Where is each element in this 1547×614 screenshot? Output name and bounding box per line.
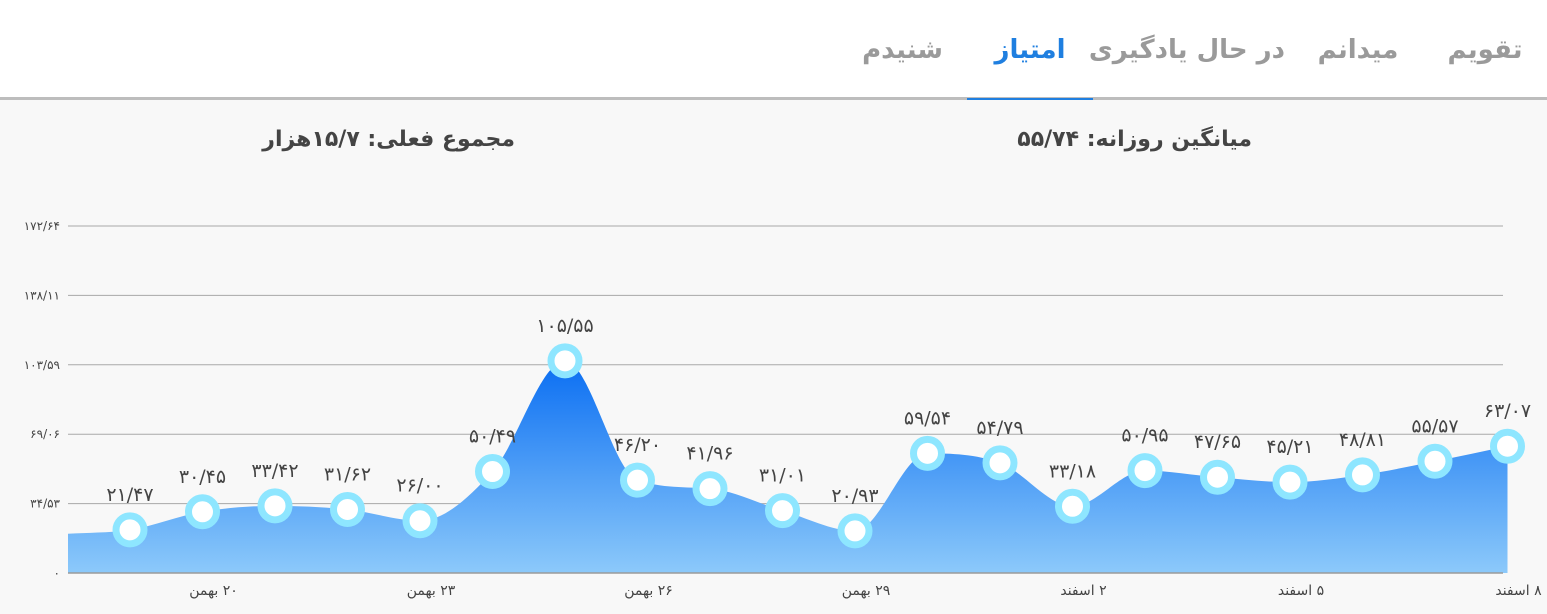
x-tick-label: ۲۹ بهمن: [842, 583, 891, 599]
data-labels: ۲۱/۴۷ ۳۰/۴۵ ۳۳/۴۲ ۳۱/۶۲ ۲۶/۰۰ ۵۰/۴۹ ۱۰۵/۵۵ ۴۶/۲…: [106, 315, 1531, 507]
data-point-marker: [1200, 459, 1235, 495]
data-label: ۳۳/۴۲: [251, 460, 298, 482]
data-point-marker: [620, 462, 655, 498]
current-total: مجموع فعلی: ۱۵/۷هزار: [262, 127, 515, 152]
x-tick-label: ۲ اسفند: [1060, 583, 1106, 599]
data-point-marker: [1127, 453, 1163, 489]
data-label: ۲۱/۴۷: [106, 484, 153, 506]
data-label: ۵۴/۷۹: [976, 417, 1023, 439]
data-label: ۳۱/۰۱: [759, 465, 806, 487]
y-tick-label: ۶۹/۰۶: [30, 427, 60, 441]
y-tick-label: ۱۰۳/۵۹: [24, 358, 60, 372]
y-tick-label: ۳۴/۵۳: [30, 497, 60, 511]
data-label: ۴۶/۲۰: [614, 434, 661, 456]
data-point-marker: [475, 454, 510, 490]
tab-heard[interactable]: شنیدم: [862, 35, 943, 65]
data-label: ۶۳/۰۷: [1484, 400, 1531, 422]
x-tick-label: ۸ اسفند: [1495, 583, 1542, 599]
data-point-marker: [257, 488, 293, 524]
data-markers: [112, 343, 1525, 549]
x-axis-ticks: ۲۰ بهمن ۲۳ بهمن ۲۶ بهمن ۲۹ بهمن ۲ اسفند ۵ اسف…: [189, 583, 1542, 599]
daily-average: میانگین روزانه: ۵۵/۷۴: [1017, 127, 1252, 152]
data-point-marker: [692, 471, 728, 507]
data-label: ۵۵/۵۷: [1411, 415, 1458, 437]
tab-learning[interactable]: در حال یادگیری: [1088, 35, 1285, 65]
data-point-marker: [1055, 488, 1090, 524]
y-tick-label: ۱۷۲/۶۴: [24, 219, 60, 233]
data-point-marker: [910, 435, 945, 471]
tab-known[interactable]: میدانم: [1317, 35, 1399, 65]
data-label: ۵۰/۹۵: [1121, 425, 1168, 447]
data-point-marker: [402, 503, 438, 539]
x-tick-label: ۲۳ بهمن: [407, 583, 456, 599]
data-label: ۴۸/۸۱: [1339, 429, 1386, 451]
data-point-marker: [1490, 428, 1525, 464]
data-point-marker: [547, 343, 583, 379]
y-axis-ticks: ۰ ۳۴/۵۳ ۶۹/۰۶ ۱۰۳/۵۹ ۱۳۸/۱۱ ۱۷۲/۶۴: [24, 219, 61, 580]
tab-calendar[interactable]: تقویم: [1447, 35, 1523, 65]
x-tick-label: ۲۶ بهمن: [624, 583, 673, 599]
data-point-marker: [330, 491, 365, 527]
data-point-marker: [837, 513, 873, 549]
data-point-marker: [185, 494, 220, 530]
data-label: ۳۰/۴۵: [179, 466, 226, 488]
data-point-marker: [1417, 443, 1453, 479]
data-label: ۳۳/۱۸: [1049, 460, 1096, 482]
data-point-marker: [112, 512, 148, 548]
data-label: ۱۰۵/۵۵: [536, 315, 593, 337]
area-series: [68, 360, 1508, 573]
data-label: ۵۰/۴۹: [469, 426, 516, 448]
data-label: ۲۶/۰۰: [396, 475, 443, 497]
y-tick-label: ۰: [54, 566, 60, 580]
x-tick-label: ۵ اسفند: [1278, 583, 1324, 599]
data-point-marker: [765, 493, 800, 529]
data-label: ۴۱/۹۶: [686, 443, 733, 465]
data-point-marker: [1272, 464, 1308, 500]
data-label: ۲۰/۹۳: [831, 485, 878, 507]
data-point-marker: [982, 445, 1018, 481]
data-point-marker: [1345, 457, 1380, 493]
y-tick-label: ۱۳۸/۱۱: [24, 288, 60, 302]
data-label: ۳۱/۶۲: [324, 463, 371, 485]
data-label: ۵۹/۵۴: [904, 407, 951, 429]
data-label: ۴۵/۲۱: [1266, 436, 1313, 458]
x-tick-label: ۲۰ بهمن: [189, 583, 238, 599]
data-label: ۴۷/۶۵: [1194, 431, 1241, 453]
